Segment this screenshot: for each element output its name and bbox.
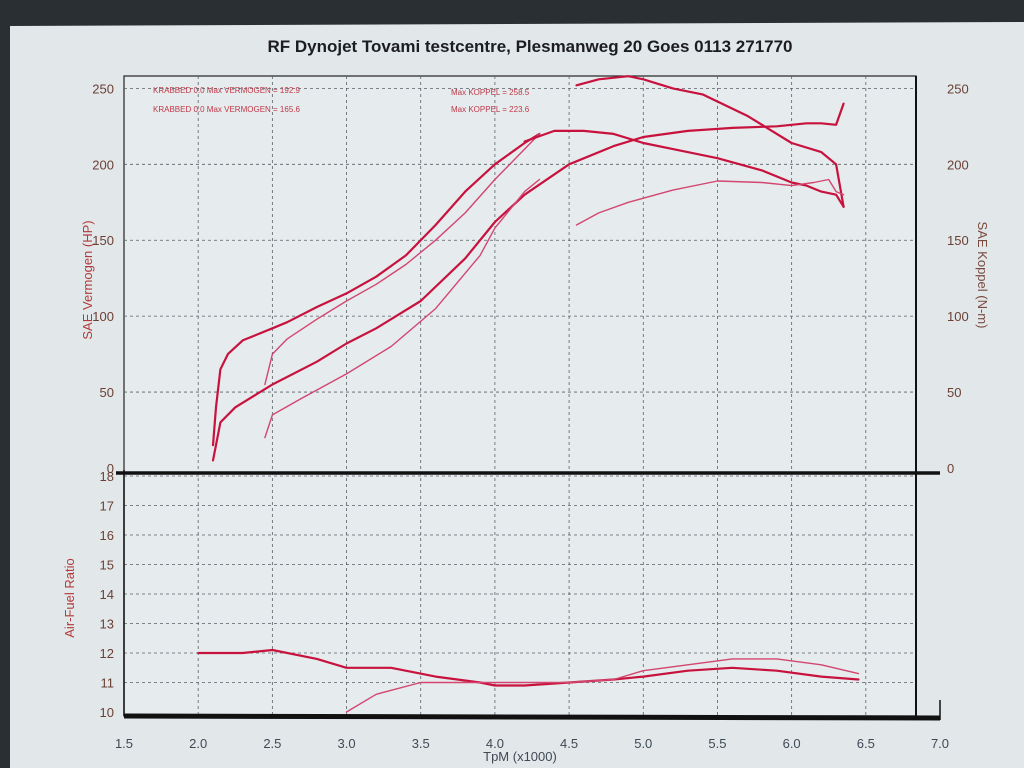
y-axis-label-right: SAE Koppel (N-m) bbox=[975, 222, 990, 329]
torque-series-7 bbox=[575, 178, 845, 226]
x-tick-label: 5.5 bbox=[708, 736, 726, 751]
torque-series-4 bbox=[264, 178, 541, 439]
x-tick-label: 3.5 bbox=[412, 736, 430, 751]
chart-title: RF Dynojet Tovami testcentre, Plesmanweg… bbox=[267, 37, 792, 56]
data-series bbox=[197, 75, 860, 713]
x-tick-label: 7.0 bbox=[931, 736, 949, 751]
y-tick-label-right: 50 bbox=[947, 385, 961, 400]
afr-tick-label: 13 bbox=[100, 617, 114, 632]
legend-entry-2: KRABBED 0.0 Max VERMOGEN = 165.6 bbox=[153, 105, 300, 114]
torque-series-3 bbox=[211, 102, 845, 462]
afr-tick-label: 16 bbox=[100, 528, 114, 543]
x-tick-label: 4.0 bbox=[486, 736, 504, 751]
x-tick-label: 6.0 bbox=[783, 736, 801, 751]
afr-tick-label: 12 bbox=[100, 646, 114, 661]
x-tick-label: 1.5 bbox=[115, 736, 133, 751]
grid-lines bbox=[124, 76, 916, 716]
y-tick-label-left: 150 bbox=[92, 233, 114, 248]
afr-tick-label: 14 bbox=[100, 587, 114, 602]
y-tick-label-left: 200 bbox=[92, 157, 114, 172]
y-tick-label-left: 0 bbox=[107, 461, 114, 476]
y-tick-label-right: 250 bbox=[947, 81, 969, 96]
afr-tick-label: 18 bbox=[100, 469, 114, 484]
y-tick-label-left: 100 bbox=[92, 309, 114, 324]
afr-axis-label: Air-Fuel Ratio bbox=[62, 558, 77, 637]
power-series-2 bbox=[264, 133, 541, 386]
afr-series-1 bbox=[197, 648, 860, 687]
x-tick-label: 4.5 bbox=[560, 736, 578, 751]
x-tick-label: 3.0 bbox=[338, 736, 356, 751]
tick-labels: 1.5 2.0 2.5 3.0 3.5 4.0 4.5 5.0 5.5 6.0 6.5 7.0 250 2… bbox=[92, 81, 968, 751]
x-tick-label: 2.5 bbox=[263, 736, 281, 751]
y-tick-label-right: 200 bbox=[947, 157, 969, 172]
power-series-1 bbox=[211, 132, 541, 447]
legend-entry-4: Max KOPPEL = 223.6 bbox=[451, 105, 530, 114]
y-tick-label-right: 100 bbox=[947, 309, 969, 324]
y-tick-label-right: 0 bbox=[947, 461, 954, 476]
torque-series-5 bbox=[523, 129, 845, 208]
x-tick-label: 2.0 bbox=[189, 736, 207, 751]
plot-frame bbox=[123, 75, 917, 717]
afr-tick-label: 15 bbox=[100, 558, 114, 573]
afr-tick-label: 17 bbox=[100, 499, 114, 514]
x-axis-baseline bbox=[123, 713, 941, 721]
x-tick-label: 6.5 bbox=[857, 736, 875, 751]
torque-series-6 bbox=[575, 75, 845, 208]
x-tick-label: 5.0 bbox=[634, 736, 652, 751]
afr-tick-label: 10 bbox=[100, 705, 114, 720]
afr-tick-label: 11 bbox=[101, 676, 115, 691]
legend-entry-1: KRABBED 0.0 Max VERMOGEN = 192.9 bbox=[153, 86, 300, 95]
x-axis-label: TpM (x1000) bbox=[483, 749, 557, 764]
y-tick-label-right: 150 bbox=[947, 233, 969, 248]
y-tick-label-left: 50 bbox=[100, 385, 114, 400]
y-axis-label-left: SAE Vermogen (HP) bbox=[80, 220, 95, 339]
legend-entry-3: Max KOPPEL = 258.5 bbox=[451, 88, 530, 97]
afr-series-2 bbox=[345, 658, 860, 713]
y-tick-label-left: 250 bbox=[92, 81, 114, 96]
